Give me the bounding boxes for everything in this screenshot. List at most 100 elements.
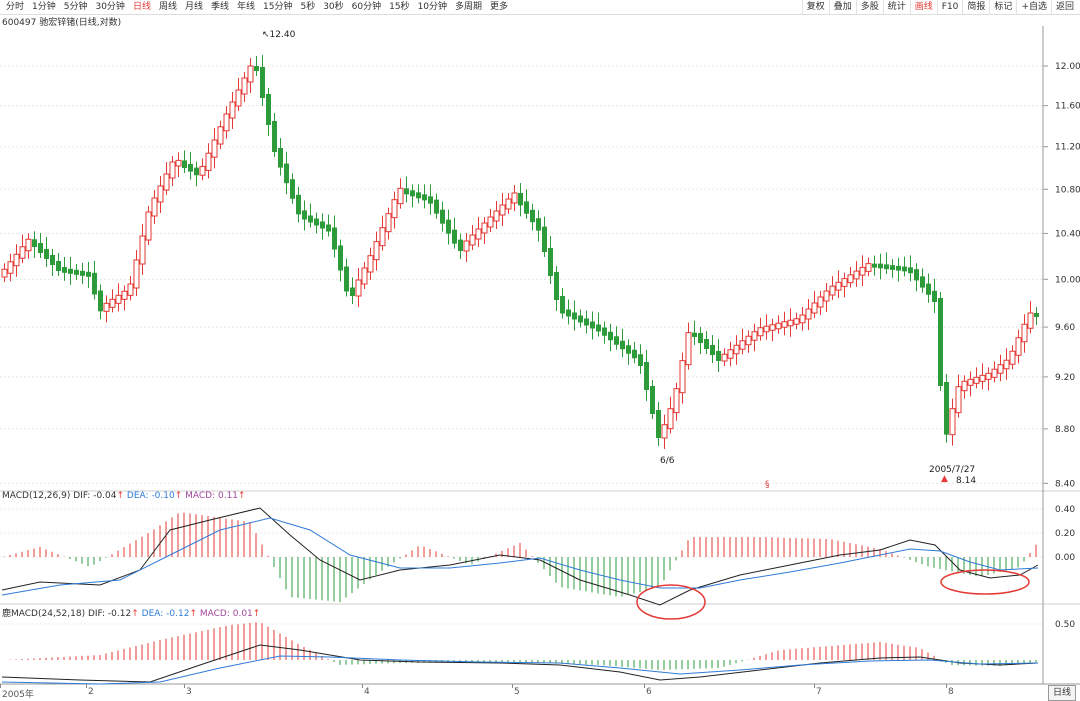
candlestick[interactable] bbox=[661, 414, 668, 449]
candlestick[interactable] bbox=[626, 339, 631, 365]
candlestick[interactable] bbox=[404, 176, 409, 203]
candlestick[interactable] bbox=[296, 186, 301, 223]
candlestick[interactable] bbox=[733, 335, 740, 365]
candlestick[interactable] bbox=[997, 354, 1004, 382]
candlestick[interactable] bbox=[650, 380, 655, 419]
candlestick[interactable] bbox=[217, 120, 224, 149]
candlestick[interactable] bbox=[440, 201, 445, 232]
candlestick[interactable] bbox=[50, 249, 55, 276]
candlestick[interactable] bbox=[98, 284, 103, 320]
candlestick[interactable] bbox=[247, 58, 254, 93]
candlestick[interactable] bbox=[391, 191, 398, 229]
candlestick[interactable] bbox=[673, 382, 680, 421]
candlestick[interactable] bbox=[938, 292, 943, 391]
candlestick[interactable] bbox=[961, 375, 968, 399]
candlestick[interactable] bbox=[679, 352, 686, 404]
candlestick[interactable] bbox=[751, 323, 758, 352]
candlestick[interactable] bbox=[710, 335, 715, 363]
candlestick[interactable] bbox=[379, 215, 386, 251]
candlestick[interactable] bbox=[86, 261, 91, 288]
candlestick[interactable] bbox=[902, 256, 907, 277]
candlestick[interactable] bbox=[80, 262, 85, 284]
candlestick[interactable] bbox=[163, 162, 170, 195]
candlestick[interactable] bbox=[235, 78, 242, 111]
candlestick[interactable] bbox=[121, 285, 128, 311]
candlestick[interactable] bbox=[536, 210, 541, 242]
candlestick[interactable] bbox=[692, 320, 697, 345]
candlestick[interactable] bbox=[716, 339, 721, 372]
candlestick[interactable] bbox=[115, 283, 122, 312]
candlestick[interactable] bbox=[38, 233, 43, 258]
candlestick[interactable] bbox=[548, 236, 553, 284]
candlestick[interactable] bbox=[13, 244, 20, 277]
candlestick[interactable] bbox=[973, 367, 980, 389]
candlestick[interactable] bbox=[416, 184, 421, 204]
candlestick[interactable] bbox=[344, 258, 349, 297]
candlestick[interactable] bbox=[1034, 307, 1039, 325]
candlestick[interactable] bbox=[554, 266, 559, 311]
candlestick[interactable] bbox=[638, 344, 643, 374]
candlestick[interactable] bbox=[260, 55, 265, 106]
period-tab-7[interactable]: 季线 bbox=[210, 2, 229, 12]
candlestick[interactable] bbox=[229, 92, 236, 129]
candlestick[interactable] bbox=[272, 113, 277, 157]
candlestick[interactable] bbox=[811, 291, 818, 318]
period-tab-13[interactable]: 15秒 bbox=[389, 2, 410, 12]
candlestick[interactable] bbox=[847, 266, 854, 288]
candlestick[interactable] bbox=[332, 215, 337, 258]
candlestick[interactable] bbox=[452, 217, 457, 249]
candlestick[interactable] bbox=[572, 300, 577, 331]
candlestick[interactable] bbox=[211, 128, 218, 169]
tool-button-5[interactable]: F10 bbox=[936, 0, 963, 14]
candlestick[interactable] bbox=[949, 398, 956, 446]
period-tab-14[interactable]: 10分钟 bbox=[417, 2, 448, 12]
tool-button-3[interactable]: 统计 bbox=[882, 0, 910, 14]
candlestick[interactable] bbox=[908, 255, 913, 282]
candlestick[interactable] bbox=[175, 152, 182, 177]
deer-macd-name[interactable]: 鹿MACD(24,52,18) bbox=[2, 609, 86, 619]
candlestick[interactable] bbox=[602, 321, 607, 344]
tool-button-4[interactable]: 画线 bbox=[909, 0, 937, 14]
candlestick[interactable] bbox=[859, 255, 866, 287]
period-tab-3[interactable]: 30分钟 bbox=[95, 2, 125, 12]
tool-button-7[interactable]: 标记 bbox=[989, 0, 1016, 14]
candlestick[interactable] bbox=[62, 257, 67, 281]
candlestick[interactable] bbox=[566, 299, 571, 325]
candlestick[interactable] bbox=[1, 263, 8, 282]
candlestick[interactable] bbox=[721, 348, 728, 366]
candlestick[interactable] bbox=[188, 152, 193, 180]
candlestick[interactable] bbox=[578, 309, 583, 328]
candlestick[interactable] bbox=[608, 323, 613, 352]
candlestick[interactable] bbox=[373, 231, 380, 271]
candlestick[interactable] bbox=[133, 250, 140, 296]
macd-name[interactable]: MACD(12,26,9) bbox=[2, 491, 71, 501]
candlestick[interactable] bbox=[385, 207, 392, 240]
timeframe-badge[interactable]: 日线 bbox=[1048, 685, 1076, 701]
candlestick[interactable] bbox=[278, 138, 283, 176]
candlestick[interactable] bbox=[338, 239, 343, 282]
candlestick[interactable] bbox=[644, 350, 649, 401]
candlestick[interactable] bbox=[499, 193, 506, 226]
candlestick[interactable] bbox=[44, 237, 49, 267]
period-tab-4[interactable]: 日线 bbox=[132, 2, 151, 12]
candlestick[interactable] bbox=[632, 341, 637, 364]
candlestick[interactable] bbox=[763, 314, 770, 340]
candlestick[interactable] bbox=[199, 158, 206, 181]
candlestick[interactable] bbox=[434, 193, 439, 219]
candlestick[interactable] bbox=[320, 213, 325, 240]
candlestick[interactable] bbox=[865, 257, 872, 277]
period-tab-15[interactable]: 多周期 bbox=[455, 2, 483, 12]
candlestick[interactable] bbox=[799, 307, 806, 331]
candlestick[interactable] bbox=[290, 173, 295, 204]
candlestick[interactable] bbox=[620, 328, 625, 358]
candlestick[interactable] bbox=[308, 203, 313, 228]
candlestick[interactable] bbox=[685, 322, 692, 370]
candlestick[interactable] bbox=[7, 253, 14, 282]
candlestick[interactable] bbox=[151, 190, 158, 224]
candlestick[interactable] bbox=[542, 216, 547, 257]
candlestick[interactable] bbox=[890, 259, 895, 278]
period-tab-0[interactable]: 分时 bbox=[6, 2, 25, 12]
candlestick[interactable] bbox=[68, 256, 73, 285]
candlestick[interactable] bbox=[835, 270, 842, 299]
candlestick[interactable] bbox=[896, 257, 901, 282]
